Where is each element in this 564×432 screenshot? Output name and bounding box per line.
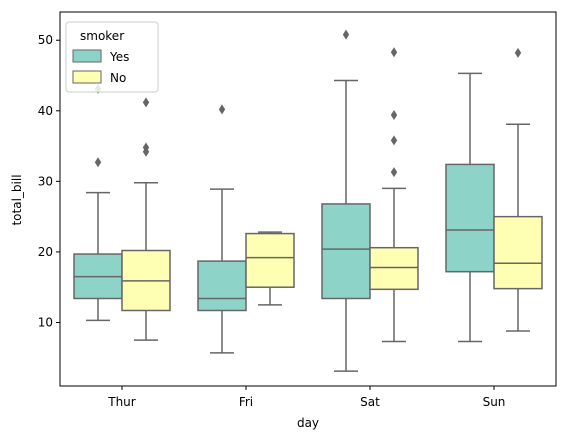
outlier-point [94, 157, 102, 168]
outlier-point [390, 110, 398, 121]
legend-label-yes: Yes [109, 50, 129, 64]
legend-swatch-yes [72, 49, 102, 63]
outlier-point [390, 135, 398, 146]
y-tick-label: 50 [38, 33, 53, 47]
y-tick-label: 20 [38, 245, 53, 259]
box-no-sun [493, 47, 543, 332]
box-yes-fri [197, 104, 247, 354]
x-tick-label: Fri [239, 395, 253, 409]
box-yes-thur [73, 83, 123, 322]
outlier-point [390, 167, 398, 178]
outlier-point [514, 47, 522, 58]
legend: smoker Yes No [65, 21, 159, 93]
legend-label-no: No [110, 71, 126, 85]
box-body [445, 163, 495, 273]
x-tick-label: Sun [483, 395, 506, 409]
y-tick-label: 30 [38, 174, 53, 188]
box-body [197, 260, 247, 312]
box-body [245, 232, 295, 288]
axes-layer: 10 20 30 40 50 Thur Fri Sat Sun [38, 11, 557, 409]
x-tick-label: Thur [107, 395, 136, 409]
outlier-point [342, 29, 350, 40]
box-body [369, 246, 419, 291]
legend-swatch-no [72, 70, 102, 84]
outlier-point [142, 142, 150, 153]
outlier-point [390, 47, 398, 58]
box-yes-sat [321, 29, 371, 372]
x-axis-label: day [297, 416, 319, 430]
box-no-fri [245, 231, 295, 306]
legend-title: smoker [80, 29, 124, 43]
y-tick-label: 40 [38, 104, 53, 118]
box-no-thur [121, 97, 171, 341]
x-tick-label: Sat [360, 395, 380, 409]
boxes-layer [73, 29, 543, 372]
outlier-point [218, 104, 226, 115]
box-body [493, 215, 543, 290]
box-yes-sun [445, 72, 495, 343]
axes-frame [59, 11, 557, 387]
y-tick-label: 10 [38, 315, 53, 329]
box-body [321, 203, 371, 300]
y-axis-label: total_bill [10, 174, 24, 225]
box-no-sat [369, 47, 419, 343]
outlier-point [142, 97, 150, 108]
